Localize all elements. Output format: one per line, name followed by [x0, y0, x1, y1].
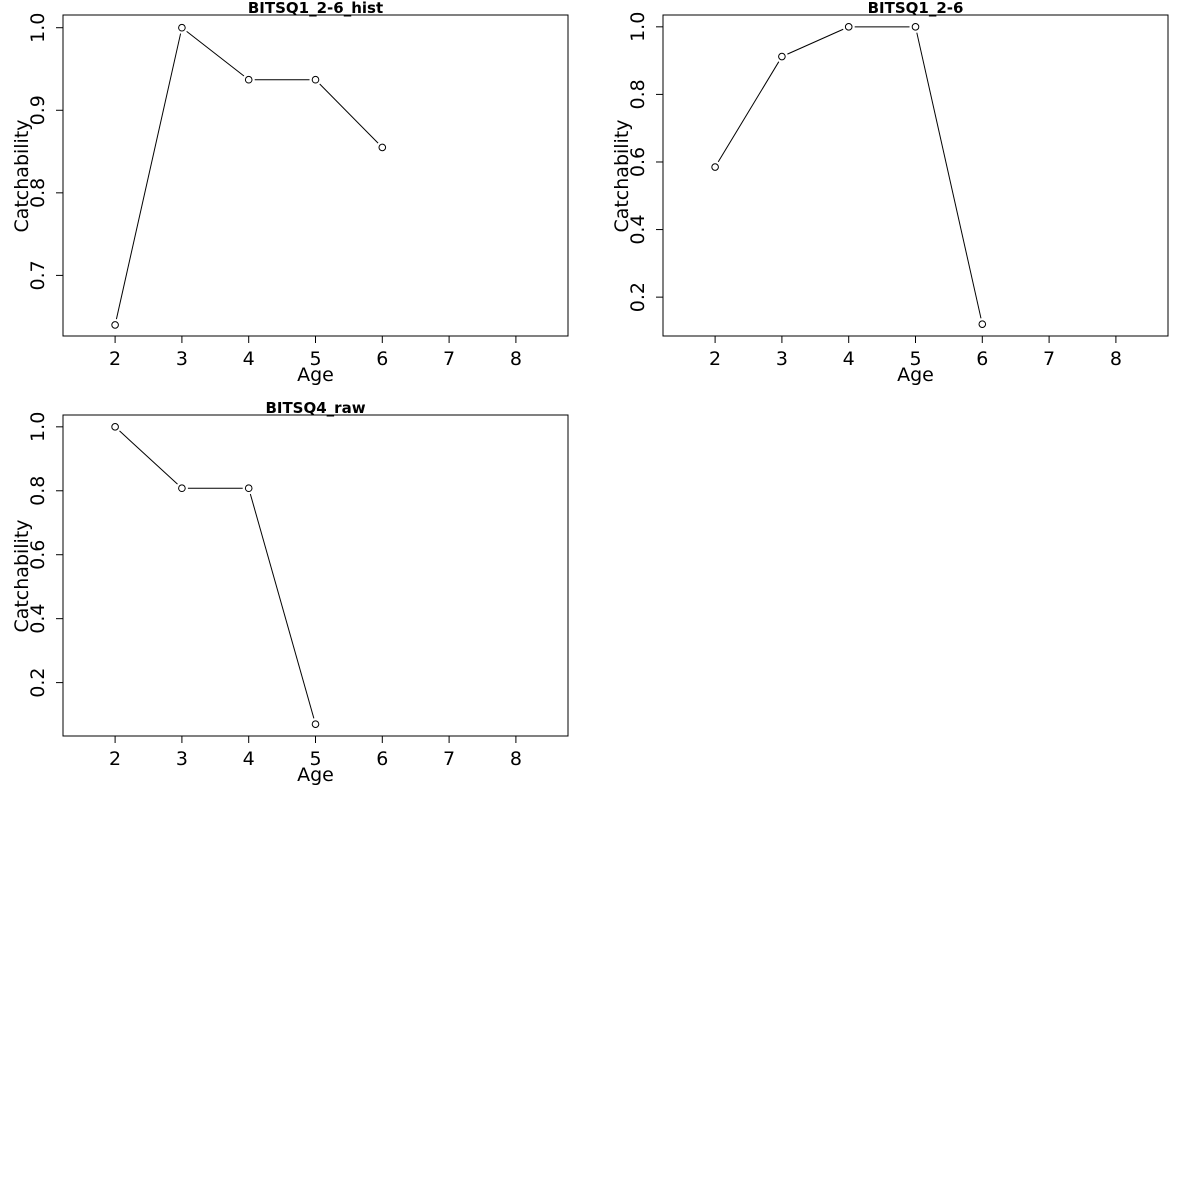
y-tick-label: 1.0	[627, 12, 649, 42]
x-tick-label: 3	[176, 348, 188, 370]
series-line-segment	[319, 83, 379, 144]
y-tick-label: 1.0	[27, 412, 49, 442]
y-tick-label: 0.7	[27, 260, 49, 290]
data-point	[844, 23, 853, 31]
y-axis-label: Catchability	[11, 519, 33, 632]
x-tick-label: 4	[843, 348, 855, 370]
x-tick-label: 6	[976, 348, 988, 370]
chart-title: BITSQ1_2-6	[868, 0, 964, 17]
y-tick-label: 0.9	[27, 95, 49, 125]
series-line-segment	[186, 31, 245, 77]
chart-panel-3: BITSQ4_raw 2 3 4 5 6 7 8 0.2 0.4 0.6 0.8 1.0 Age Catch…	[11, 399, 569, 786]
x-tick-label: 4	[243, 348, 255, 370]
plot-frame	[62, 14, 569, 337]
chart-panel-2: BITSQ1_2-6 2 3 4 5 6 7 8 0.2 0.4 0.6 0.8 1.0 Age Catch…	[611, 0, 1169, 386]
data-point	[311, 75, 320, 84]
data-point	[244, 484, 253, 493]
data-point	[111, 321, 119, 329]
x-tick-label: 8	[510, 348, 522, 370]
x-tick-label: 5	[909, 348, 921, 370]
x-axis-label: Age	[897, 364, 934, 386]
series-line-segment	[787, 28, 844, 55]
chart-title: BITSQ4_raw	[265, 399, 365, 417]
data-point	[244, 75, 253, 84]
x-tick-label: 2	[109, 748, 121, 770]
x-tick-label: 2	[109, 348, 121, 370]
y-axis-label: Catchability	[611, 119, 633, 232]
y-tick-label: 0.4	[27, 604, 49, 634]
x-tick-label: 3	[776, 348, 788, 370]
y-tick-label: 0.4	[627, 214, 649, 244]
y-tick-label: 0.8	[27, 178, 49, 208]
y-tick-label: 0.6	[27, 540, 49, 570]
data-point	[778, 52, 786, 61]
y-tick-label: 0.8	[627, 79, 649, 109]
y-tick-label: 0.2	[27, 667, 49, 697]
data-point	[178, 484, 186, 493]
x-tick-label: 2	[709, 348, 721, 370]
series-line-segment	[717, 61, 780, 163]
x-tick-label: 5	[309, 748, 321, 770]
y-axis-label: Catchability	[11, 119, 33, 232]
x-tick-label: 7	[443, 348, 455, 370]
chart-title: BITSQ1_2-6_hist	[248, 0, 383, 17]
x-tick-label: 7	[1043, 348, 1055, 370]
y-tick-label: 0.8	[27, 476, 49, 506]
plot-frame	[62, 414, 569, 737]
x-tick-label: 8	[510, 748, 522, 770]
data-point	[911, 23, 920, 31]
y-tick-label: 1.0	[27, 13, 49, 43]
x-axis-label: Age	[297, 364, 334, 386]
x-tick-label: 8	[1110, 348, 1122, 370]
chart-panel-1: BITSQ1_2-6_hist 2 3 4 5 6 7 8 0.7 0.8 0.9 1.0 Age Cat…	[11, 0, 569, 386]
x-tick-label: 6	[376, 348, 388, 370]
x-tick-label: 6	[376, 748, 388, 770]
series-line-segment	[249, 493, 315, 719]
data-point	[978, 320, 987, 328]
data-point	[311, 720, 320, 728]
y-tick-label: 0.6	[627, 147, 649, 177]
x-tick-label: 3	[176, 748, 188, 770]
series-line-segment	[115, 33, 182, 320]
y-tick-label: 0.2	[627, 282, 649, 312]
data-point	[111, 423, 119, 431]
x-tick-label: 5	[309, 348, 321, 370]
x-axis-label: Age	[297, 764, 334, 786]
x-tick-label: 4	[243, 748, 255, 770]
data-point	[178, 23, 186, 32]
data-point	[711, 163, 719, 171]
series-line-segment	[119, 430, 178, 485]
data-point	[378, 143, 387, 152]
plot-frame	[662, 14, 1169, 337]
x-tick-label: 7	[443, 748, 455, 770]
series-line-segment	[916, 32, 982, 319]
